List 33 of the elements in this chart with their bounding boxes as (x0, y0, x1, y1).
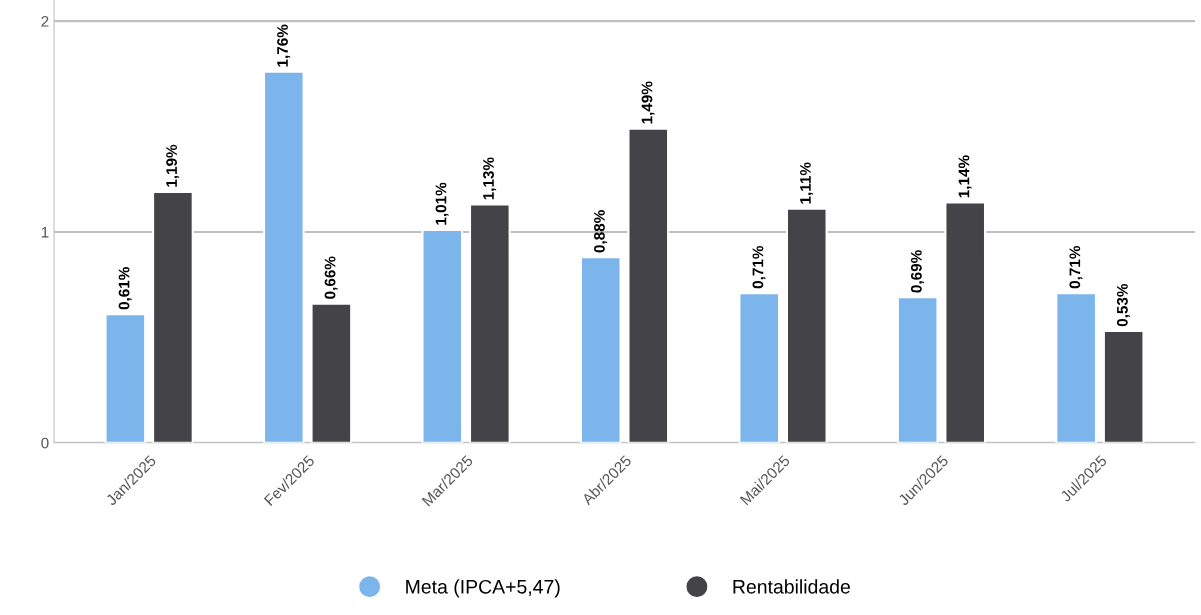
bar (1055, 292, 1097, 443)
bar (738, 292, 781, 443)
data-label: 0,71% (752, 245, 766, 289)
data-label: 0,53% (1116, 283, 1130, 327)
bar (627, 127, 670, 443)
data-label: 0,66% (324, 256, 338, 299)
bar (152, 190, 194, 443)
bar (1102, 330, 1145, 443)
data-label: 1,76% (277, 24, 291, 67)
y-tick-label: 2 (41, 15, 49, 27)
data-label: 1,13% (483, 157, 497, 200)
bar (310, 302, 353, 443)
data-label: 1,01% (435, 182, 449, 225)
y-tick-label: 0 (41, 437, 49, 449)
legend-label: Meta (IPCA+5,47) (406, 579, 560, 598)
data-label: 1,19% (166, 144, 180, 187)
data-label: 0,71% (1069, 245, 1083, 289)
data-label: 0,69% (910, 250, 924, 293)
y-tick-label: 1 (41, 226, 49, 238)
legend-label: Rentabilidade (733, 579, 850, 594)
bar (468, 203, 511, 443)
data-label: 1,14% (958, 155, 972, 198)
data-label: 1,11% (800, 162, 814, 204)
data-label: 0,61% (118, 267, 132, 310)
bar (104, 313, 147, 443)
bar (421, 228, 464, 443)
bar (262, 70, 305, 443)
data-label: 1,49% (641, 81, 655, 124)
bar (579, 256, 622, 443)
bar (944, 201, 987, 443)
data-label: 0,88% (594, 210, 608, 253)
bar (785, 207, 828, 443)
bar (896, 296, 939, 443)
